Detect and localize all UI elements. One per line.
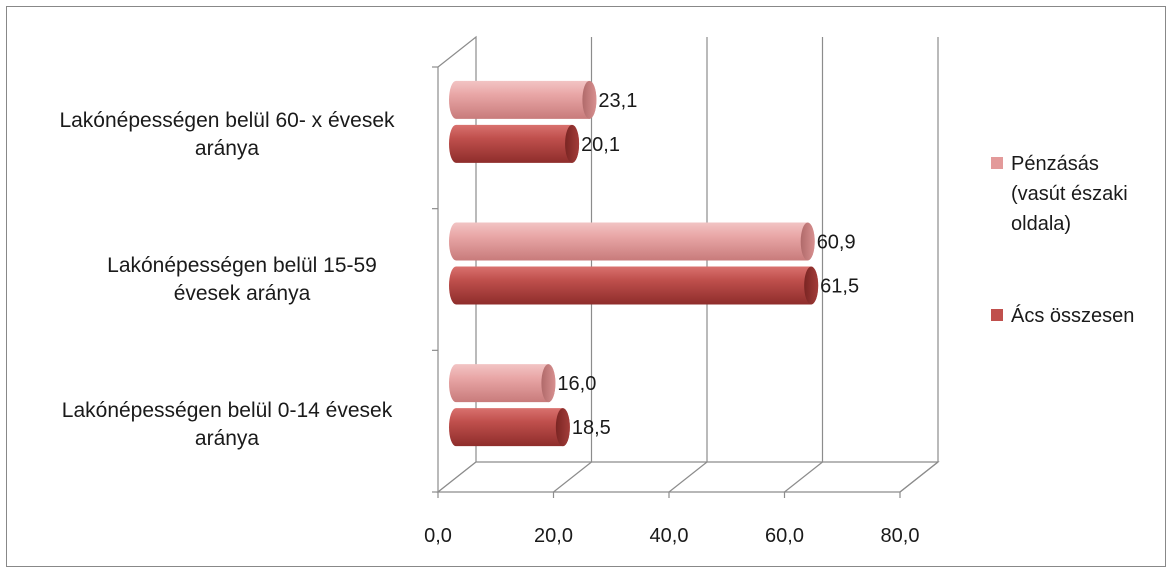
data-label: 61,5 [820,276,859,298]
data-label: 18,5 [572,417,611,439]
legend-swatch [991,309,1003,321]
bar [449,266,819,305]
category-label-15-59: Lakónépességen belül 15-59 évesek aránya [107,254,377,305]
bar [449,222,815,261]
legend-text-line: Pénzásás [1011,153,1099,175]
gridline-floor [553,461,592,493]
category-label-0-14: Lakónépességen belül 0-14 évesek aránya [61,399,393,450]
legend-text-line: oldala) [1011,213,1072,235]
x-tick-label: 20,0 [534,525,573,547]
bar [449,80,597,119]
category-label-60-x: Lakónépességen belül 60- x évesek aránya [59,109,395,160]
x-tick-label: 40,0 [650,525,689,547]
x-tick-label: 0,0 [424,525,452,547]
legend-text-line: (vasút északi [1011,183,1128,205]
gridline-floor [899,461,939,493]
legend-item-acs-osszesen: Ács összesen [991,301,1171,333]
bar [449,408,570,447]
data-label: 16,0 [557,373,596,395]
data-label: 23,1 [598,90,637,112]
gridline-floor [668,461,708,493]
bar [449,364,556,403]
data-label: 60,9 [817,232,856,254]
x-tick-label: 80,0 [881,525,920,547]
chart-frame: 0,0 20,0 40,0 60,0 80,0 23,1 60,9 16,0 20,1 61,5 1… [6,6,1166,567]
gridline-floor [784,461,823,493]
x-tick-label: 60,0 [765,525,804,547]
legend-item-penzasas: Pénzásás (vasút északi oldala) [991,149,1171,244]
data-label: 20,1 [581,134,620,156]
legend-swatch [991,157,1003,169]
legend-text-line: Ács összesen [1011,305,1135,327]
bar-chart: 0,0 20,0 40,0 60,0 80,0 23,1 60,9 16,0 20,1 61,5 1… [424,35,940,547]
bar [449,124,580,163]
